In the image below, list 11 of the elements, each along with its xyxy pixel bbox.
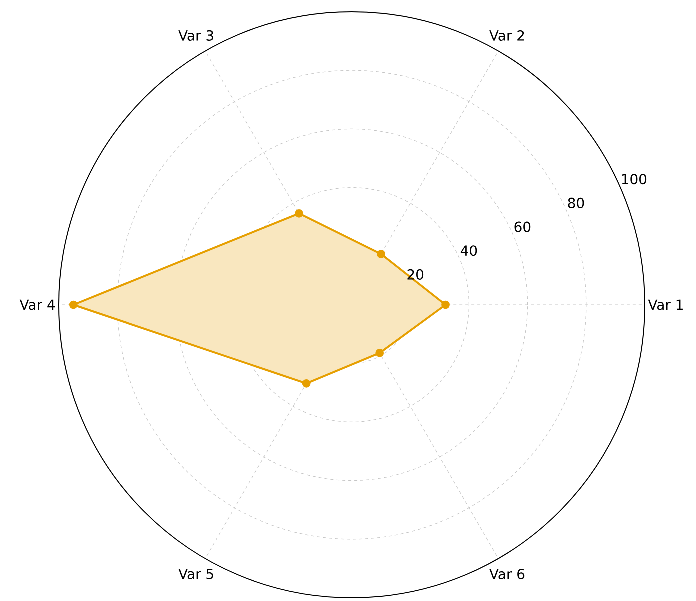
y-tick-label: 100 — [622, 174, 647, 185]
spoke-label: Var 1 — [648, 300, 683, 310]
spoke-label: Var 6 — [490, 569, 525, 580]
spoke-label: Var 5 — [178, 569, 214, 580]
y-tick-label: 40 — [460, 246, 478, 256]
y-tick-label: 60 — [514, 222, 531, 232]
y-tick-label: 80 — [568, 198, 584, 208]
spoke-label: Var 3 — [178, 30, 214, 41]
y-tick-label: 20 — [408, 269, 424, 280]
spoke-label: Var 4 — [20, 300, 56, 310]
spoke-label: Var 2 — [490, 30, 524, 41]
